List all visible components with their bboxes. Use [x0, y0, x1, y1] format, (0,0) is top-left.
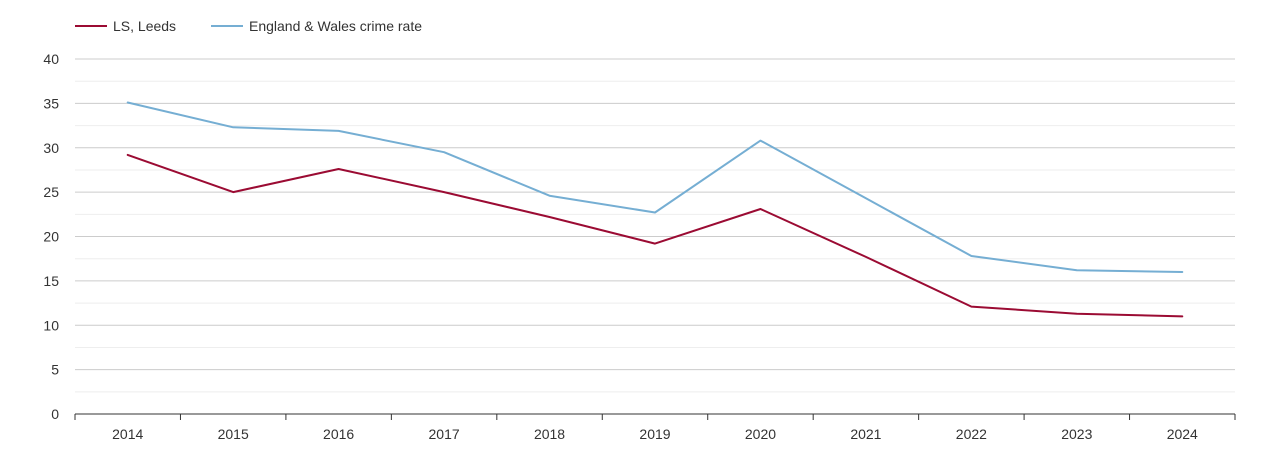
x-tick-label: 2019	[639, 426, 670, 442]
y-tick-label: 10	[43, 317, 59, 333]
legend-item-england-wales[interactable]: England & Wales crime rate	[211, 18, 422, 34]
data-point-england-wales[interactable]	[547, 193, 553, 199]
data-point-england-wales[interactable]	[652, 210, 658, 216]
grid	[75, 58, 1235, 393]
x-tick-label: 2018	[534, 426, 565, 442]
data-point-england-wales[interactable]	[336, 128, 342, 134]
y-tick-label: 15	[43, 273, 59, 289]
legend-item-leeds[interactable]: LS, Leeds	[75, 18, 176, 34]
x-tick-label: 2022	[956, 426, 987, 442]
data-point-leeds[interactable]	[125, 152, 131, 158]
data-point-leeds[interactable]	[1074, 311, 1080, 317]
data-point-england-wales[interactable]	[968, 253, 974, 259]
x-tick-label: 2014	[112, 426, 143, 442]
x-tick-label: 2023	[1061, 426, 1092, 442]
x-axis: 2014 2015 2016 2017 2018 2019 2020 2021 2022 2023…	[74, 413, 1236, 442]
data-point-england-wales[interactable]	[757, 138, 763, 144]
x-tick-label: 2016	[323, 426, 354, 442]
y-tick-label: 40	[43, 51, 59, 67]
data-point-england-wales[interactable]	[441, 149, 447, 155]
y-tick-label: 35	[43, 95, 59, 111]
data-point-leeds[interactable]	[230, 189, 236, 195]
legend: LS, Leeds England & Wales crime rate	[75, 18, 422, 34]
legend-label-leeds: LS, Leeds	[113, 18, 176, 34]
y-tick-label: 0	[51, 406, 59, 422]
x-tick-label: 2020	[745, 426, 776, 442]
data-point-leeds[interactable]	[336, 166, 342, 172]
data-point-leeds[interactable]	[1179, 313, 1185, 319]
legend-label-england-wales: England & Wales crime rate	[249, 18, 422, 34]
data-point-leeds[interactable]	[441, 189, 447, 195]
y-axis: 0 5 10 15 20 25 30 35 40	[43, 51, 59, 422]
data-point-leeds[interactable]	[547, 214, 553, 220]
data-point-leeds[interactable]	[863, 254, 869, 260]
data-point-england-wales[interactable]	[230, 124, 236, 130]
x-tick-label: 2021	[850, 426, 881, 442]
data-point-england-wales[interactable]	[125, 99, 131, 105]
y-tick-label: 20	[43, 229, 59, 245]
y-tick-label: 25	[43, 184, 59, 200]
data-point-england-wales[interactable]	[863, 195, 869, 201]
series-layer	[125, 99, 1185, 319]
series-line-leeds[interactable]	[126, 153, 1184, 318]
x-tick-label: 2015	[218, 426, 249, 442]
data-point-leeds[interactable]	[757, 206, 763, 212]
x-tick-label: 2017	[429, 426, 460, 442]
series-line-england-wales[interactable]	[126, 101, 1184, 273]
data-point-england-wales[interactable]	[1179, 269, 1185, 275]
data-point-leeds[interactable]	[968, 304, 974, 310]
y-tick-label: 5	[51, 362, 59, 378]
y-tick-label: 30	[43, 140, 59, 156]
x-tick-label: 2024	[1167, 426, 1198, 442]
data-point-leeds[interactable]	[652, 241, 658, 247]
data-point-england-wales[interactable]	[1074, 267, 1080, 273]
